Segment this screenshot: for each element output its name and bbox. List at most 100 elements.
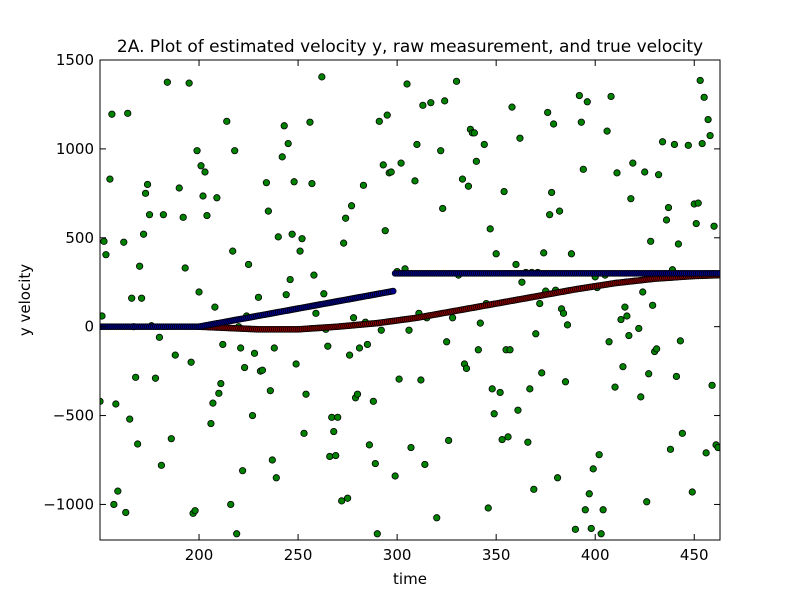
raw-measurement-point [676, 337, 684, 345]
raw-measurement-point [197, 162, 205, 170]
raw-measurement-point [195, 288, 203, 296]
raw-measurement-point [658, 138, 667, 146]
raw-measurement-point [464, 182, 473, 190]
raw-measurement-point [122, 508, 130, 517]
raw-measurement-point [516, 134, 524, 142]
raw-measurement-point [654, 171, 663, 179]
raw-measurement-point [391, 472, 399, 480]
raw-measurement-point [258, 366, 267, 374]
raw-measurement-point [151, 374, 160, 382]
raw-measurement-point [239, 467, 247, 475]
raw-measurement-point [268, 456, 276, 464]
raw-measurement-point [159, 211, 167, 219]
raw-measurement-point [355, 344, 364, 352]
raw-measurement-point [589, 465, 597, 473]
raw-measurement-point [254, 293, 263, 301]
raw-measurement-point [349, 314, 358, 322]
raw-measurement-point [550, 120, 558, 128]
raw-measurement-point [106, 175, 114, 183]
raw-measurement-point [219, 340, 227, 349]
raw-measurement-point [524, 438, 532, 446]
raw-measurement-point [217, 379, 225, 388]
raw-measurement-point [504, 433, 512, 441]
raw-measurement-point [710, 222, 718, 230]
raw-measurement-point [363, 340, 372, 349]
estimated-velocity-series [100, 269, 720, 331]
raw-measurement-point [120, 238, 128, 246]
raw-measurement-point [643, 498, 651, 506]
raw-measurement-point [500, 187, 508, 196]
y-axis-label: y velocity [16, 264, 34, 336]
raw-measurement-point [585, 490, 593, 498]
raw-measurement-point [530, 485, 538, 493]
raw-measurement-point [375, 117, 383, 125]
raw-measurement-point [318, 73, 326, 81]
raw-measurement-point [607, 92, 615, 101]
raw-measurement-point [474, 346, 482, 354]
raw-measurement-point [132, 373, 140, 381]
raw-measurement-point [250, 349, 259, 357]
raw-measurement-point [139, 230, 148, 238]
raw-measurement-point [278, 153, 286, 161]
y-tick-label: 1000 [56, 140, 94, 158]
raw-measurement-point [100, 237, 108, 245]
raw-measurement-point [379, 161, 387, 169]
raw-measurement-point [532, 330, 540, 338]
raw-measurement-point [280, 122, 288, 130]
raw-measurement-point [662, 216, 671, 224]
raw-measurement-point [155, 333, 164, 341]
raw-measurement-point [490, 410, 498, 418]
raw-measurement-point [441, 97, 449, 105]
raw-measurement-point [227, 500, 235, 509]
raw-measurement-point [237, 344, 245, 352]
raw-measurement-point [274, 233, 282, 241]
raw-measurement-point [124, 109, 132, 117]
raw-measurement-point [670, 140, 679, 149]
raw-measurement-point [191, 507, 199, 515]
x-tick-label: 400 [581, 546, 610, 564]
raw-measurement-point [595, 451, 603, 459]
raw-measurement-point [617, 315, 625, 324]
raw-measurement-point [666, 445, 675, 453]
raw-measurement-point [330, 427, 338, 436]
y-tick-label: 500 [65, 229, 94, 247]
raw-measurement-point [587, 524, 595, 533]
raw-measurement-point [480, 140, 488, 149]
raw-measurement-point [508, 103, 516, 111]
raw-measurement-point [476, 319, 484, 327]
raw-measurement-point [571, 525, 579, 533]
raw-measurement-point [672, 372, 681, 381]
raw-measurement-point [411, 177, 419, 185]
raw-measurement-point [262, 179, 270, 187]
raw-measurement-point [637, 393, 645, 401]
raw-measurement-point [137, 294, 146, 302]
raw-measurement-point [181, 264, 189, 272]
raw-measurement-point [641, 168, 649, 176]
raw-measurement-point [603, 127, 611, 135]
raw-measurement-point [553, 474, 562, 482]
raw-measurement-point [365, 441, 373, 449]
raw-measurement-point [128, 294, 136, 302]
raw-measurement-point [458, 175, 467, 183]
raw-measurement-point [649, 301, 657, 309]
raw-measurement-point [437, 147, 445, 155]
raw-measurement-point [387, 168, 395, 176]
raw-measurement-point [340, 239, 348, 247]
raw-measurement-point [102, 251, 110, 259]
raw-measurement-point [229, 247, 237, 255]
raw-measurement-point [583, 98, 591, 106]
raw-measurement-point [403, 80, 411, 88]
raw-measurement-point [126, 415, 134, 423]
y-tick-label: 1500 [56, 51, 94, 69]
raw-measurement-point [167, 435, 175, 443]
plot-background [100, 60, 720, 540]
raw-measurement-point [613, 169, 621, 177]
x-tick-label: 300 [383, 546, 412, 564]
raw-measurement-point [163, 78, 171, 86]
raw-measurement-point [563, 321, 572, 329]
raw-measurement-point [546, 211, 554, 219]
raw-measurement-point [381, 227, 389, 235]
raw-measurement-point [421, 460, 429, 469]
raw-measurement-point [344, 494, 352, 502]
